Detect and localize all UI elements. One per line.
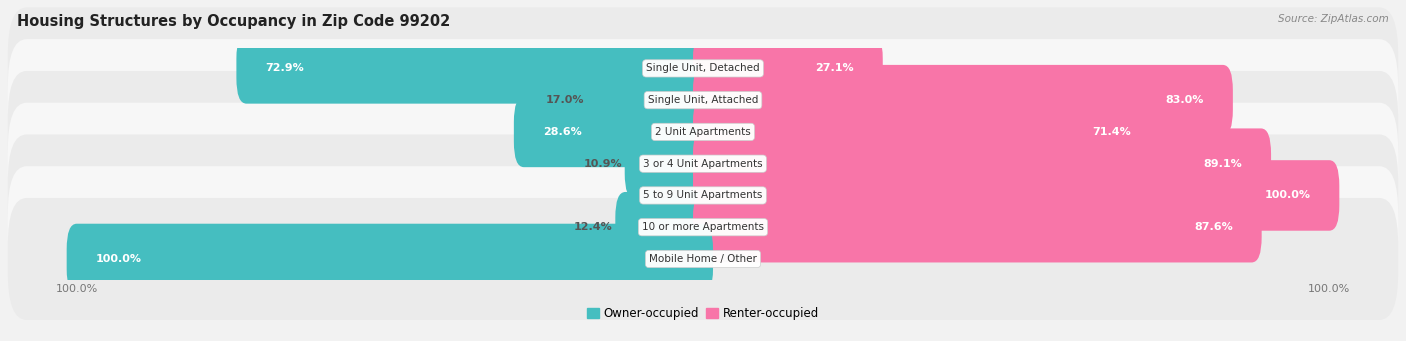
Text: 12.4%: 12.4% [574, 222, 613, 232]
Text: 71.4%: 71.4% [1092, 127, 1132, 137]
Text: 10 or more Apartments: 10 or more Apartments [643, 222, 763, 232]
FancyBboxPatch shape [236, 33, 713, 104]
Text: Source: ZipAtlas.com: Source: ZipAtlas.com [1278, 14, 1389, 24]
Text: 87.6%: 87.6% [1194, 222, 1233, 232]
Text: Single Unit, Detached: Single Unit, Detached [647, 63, 759, 73]
FancyBboxPatch shape [66, 224, 713, 294]
Text: 3 or 4 Unit Apartments: 3 or 4 Unit Apartments [643, 159, 763, 169]
FancyBboxPatch shape [616, 192, 713, 263]
Text: Housing Structures by Occupancy in Zip Code 99202: Housing Structures by Occupancy in Zip C… [17, 14, 450, 29]
FancyBboxPatch shape [693, 160, 1340, 231]
Text: 100.0%: 100.0% [1264, 190, 1310, 201]
FancyBboxPatch shape [693, 65, 1233, 135]
FancyBboxPatch shape [8, 134, 1398, 256]
Text: 27.1%: 27.1% [815, 63, 853, 73]
FancyBboxPatch shape [624, 129, 713, 199]
Text: 89.1%: 89.1% [1204, 159, 1243, 169]
FancyBboxPatch shape [693, 192, 1261, 263]
FancyBboxPatch shape [8, 103, 1398, 225]
FancyBboxPatch shape [8, 166, 1398, 288]
Text: Single Unit, Attached: Single Unit, Attached [648, 95, 758, 105]
FancyBboxPatch shape [586, 65, 713, 135]
Legend: Owner-occupied, Renter-occupied: Owner-occupied, Renter-occupied [582, 302, 824, 325]
Text: 72.9%: 72.9% [266, 63, 304, 73]
Text: 5 to 9 Unit Apartments: 5 to 9 Unit Apartments [644, 190, 762, 201]
Text: 17.0%: 17.0% [546, 95, 583, 105]
FancyBboxPatch shape [8, 71, 1398, 193]
Text: 28.6%: 28.6% [543, 127, 582, 137]
Text: 83.0%: 83.0% [1166, 95, 1204, 105]
FancyBboxPatch shape [8, 39, 1398, 161]
FancyBboxPatch shape [693, 97, 1160, 167]
Text: 10.9%: 10.9% [583, 159, 623, 169]
Text: 2 Unit Apartments: 2 Unit Apartments [655, 127, 751, 137]
FancyBboxPatch shape [513, 97, 713, 167]
Text: 0.0%: 0.0% [721, 254, 752, 264]
Text: Mobile Home / Other: Mobile Home / Other [650, 254, 756, 264]
Text: 100.0%: 100.0% [96, 254, 142, 264]
FancyBboxPatch shape [8, 8, 1398, 129]
Text: 0.0%: 0.0% [654, 190, 685, 201]
FancyBboxPatch shape [8, 198, 1398, 320]
FancyBboxPatch shape [693, 129, 1271, 199]
FancyBboxPatch shape [693, 33, 883, 104]
